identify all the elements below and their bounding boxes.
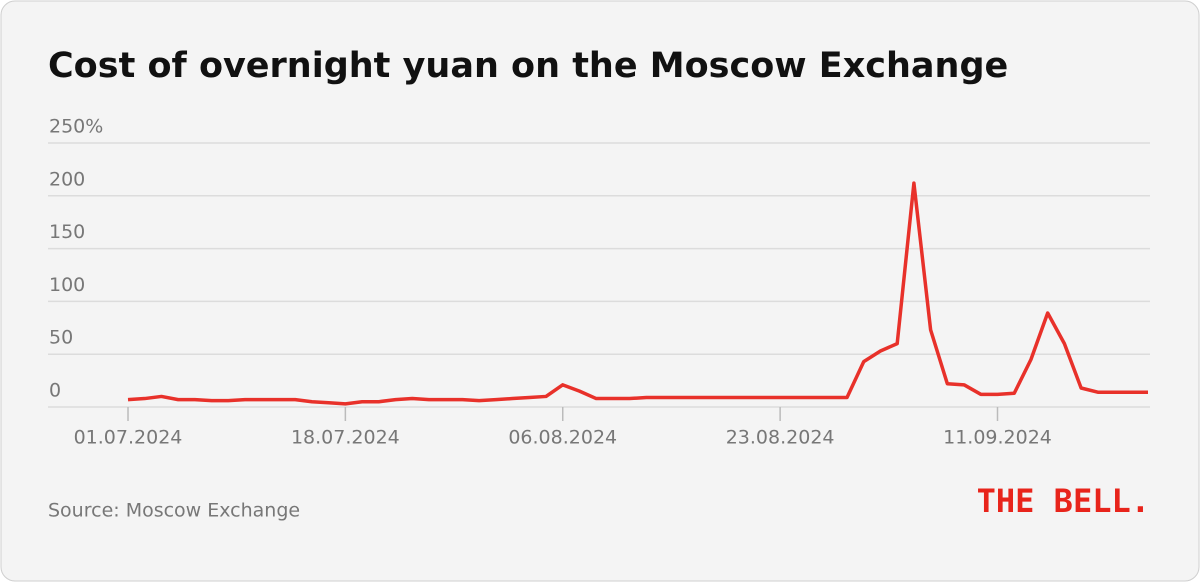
y-tick-label: 100 xyxy=(49,274,85,296)
line xyxy=(127,181,1148,406)
y-tick-label: 50 xyxy=(49,327,73,349)
y-tick-label: 200 xyxy=(49,168,85,190)
x-tick-label: 06.08.2024 xyxy=(508,427,617,449)
logo: THE BELL. xyxy=(977,482,1150,520)
source: Source: Moscow Exchange xyxy=(48,500,300,522)
chart-title: Cost of overnight yuan on the Moscow Exc… xyxy=(48,46,1008,86)
y-tick-label: 250% xyxy=(49,116,103,138)
x-tick-label: 18.07.2024 xyxy=(291,427,400,449)
x-tick-label: 01.07.2024 xyxy=(74,427,183,449)
x-tick-label: 23.08.2024 xyxy=(726,427,835,449)
y-tick-label: 0 xyxy=(49,380,61,402)
x-tick-label: 11.09.2024 xyxy=(943,427,1052,449)
y-tick-label: 150 xyxy=(49,221,85,243)
